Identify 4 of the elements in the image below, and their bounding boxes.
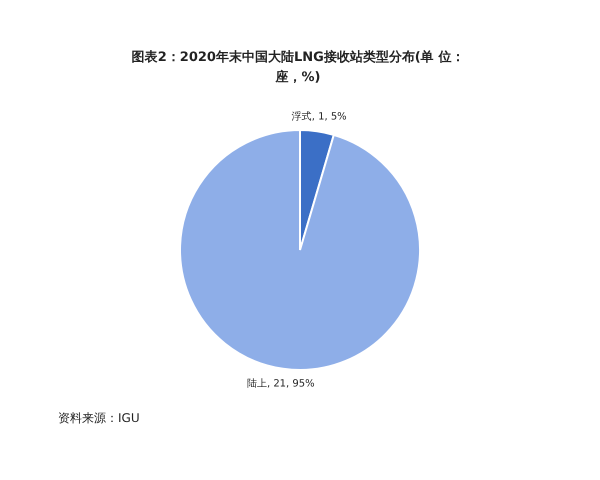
text: 资料来源：IGU — [58, 410, 140, 427]
chart-title: 图表2：2020年末中国大陆LNG接收站类型分布(单 位：座，%) — [130, 48, 466, 87]
slice-label: 浮式, 1, 5% — [292, 110, 347, 122]
slice-label: 陆上, 21, 95% — [246, 378, 315, 390]
